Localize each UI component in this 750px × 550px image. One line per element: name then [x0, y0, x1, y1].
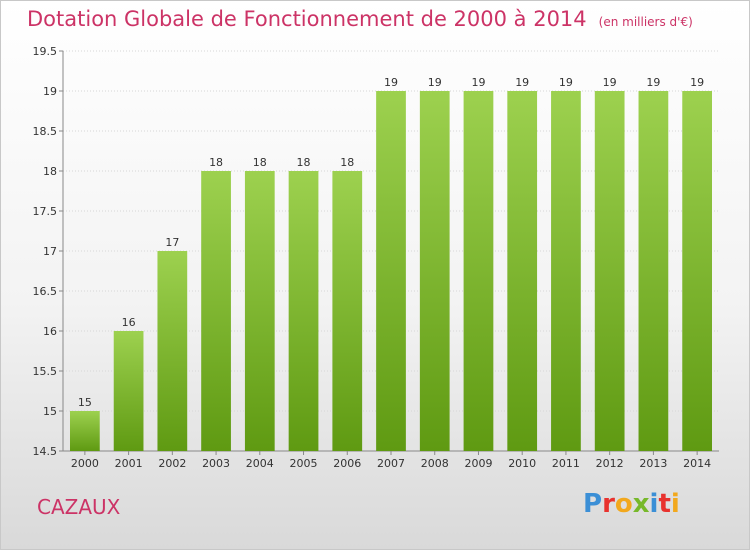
bar	[594, 91, 625, 451]
commune-name: CAZAUX	[37, 495, 121, 519]
x-tick-label: 2012	[596, 457, 624, 470]
y-tick-label: 16.5	[33, 285, 58, 298]
data-label: 18	[340, 156, 354, 169]
bar	[551, 91, 581, 451]
bar	[244, 171, 275, 451]
y-tick-label: 18.5	[33, 125, 58, 138]
bar-layer	[69, 91, 713, 451]
chart-title: Dotation Globale de Fonctionnement de 20…	[27, 7, 693, 31]
data-label: 19	[559, 76, 573, 89]
data-label: 19	[603, 76, 617, 89]
logo-letter: r	[602, 489, 615, 519]
data-label: 19	[471, 76, 485, 89]
y-tick-label: 19.5	[33, 45, 58, 58]
bar	[201, 171, 231, 451]
logo-letter: x	[632, 489, 650, 519]
data-label: 15	[78, 396, 92, 409]
label-layer: 15 16 17 18 18 18 18 19 19 19 19 19 19 19 19	[78, 76, 704, 409]
data-label: 18	[253, 156, 267, 169]
data-label: 19	[428, 76, 442, 89]
bar	[69, 411, 100, 451]
x-tick-label: 2007	[377, 457, 405, 470]
x-tick-label: 2009	[464, 457, 492, 470]
data-label: 18	[209, 156, 223, 169]
data-label: 19	[515, 76, 529, 89]
x-tick-label: 2008	[421, 457, 449, 470]
x-tick-label: 2011	[552, 457, 580, 470]
x-tick-label: 2001	[115, 457, 143, 470]
logo-letter: P	[583, 489, 603, 519]
y-tick-label: 15.5	[33, 365, 58, 378]
bar	[157, 251, 188, 451]
x-tick-label: 2005	[290, 457, 318, 470]
y-tick-label: 18	[43, 165, 57, 178]
bar	[463, 91, 494, 451]
data-label: 16	[122, 316, 136, 329]
y-tick-label: 15	[43, 405, 57, 418]
y-tick-label: 16	[43, 325, 57, 338]
bar	[376, 91, 406, 451]
y-tick-label: 14.5	[33, 445, 58, 458]
logo-letter: i	[670, 489, 680, 519]
bar	[419, 91, 450, 451]
y-tick-label: 17.5	[33, 205, 58, 218]
logo-letter: t	[658, 489, 671, 519]
data-label: 19	[384, 76, 398, 89]
x-tick-label: 2014	[683, 457, 711, 470]
bar	[113, 331, 144, 451]
y-tick-label: 19	[43, 85, 57, 98]
bar	[288, 171, 319, 451]
x-tick-label: 2002	[158, 457, 186, 470]
x-tick-label: 2000	[71, 457, 99, 470]
logo-letter: i	[649, 489, 659, 519]
bar	[507, 91, 538, 451]
bar	[638, 91, 669, 451]
x-tick-label: 2003	[202, 457, 230, 470]
data-label: 17	[165, 236, 179, 249]
proxiti-logo[interactable]: Proxiti	[583, 489, 680, 519]
x-tick-label: 2013	[639, 457, 667, 470]
logo-letter: o	[614, 489, 633, 519]
y-tick-label: 17	[43, 245, 57, 258]
chart-unit: (en milliers d'€)	[598, 15, 693, 29]
data-label: 19	[690, 76, 704, 89]
data-label: 19	[646, 76, 660, 89]
x-tick-label: 2004	[246, 457, 274, 470]
data-label: 18	[297, 156, 311, 169]
bar	[682, 91, 713, 451]
x-tick-label: 2006	[333, 457, 361, 470]
chart-title-text: Dotation Globale de Fonctionnement de 20…	[27, 7, 587, 31]
x-tick-label: 2010	[508, 457, 536, 470]
bar	[332, 171, 363, 451]
